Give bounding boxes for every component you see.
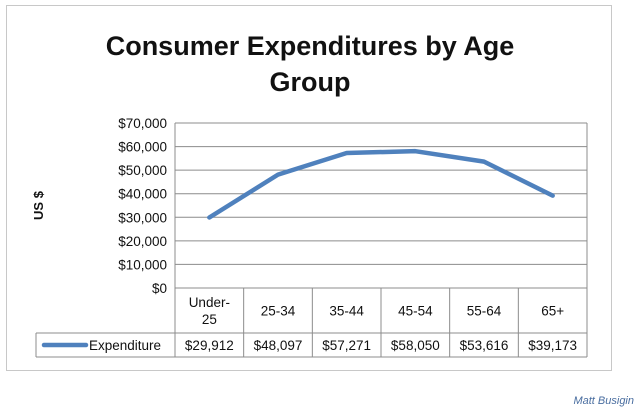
y-axis-label-group: US $ <box>31 190 46 220</box>
y-tick-label: $0 <box>152 281 167 296</box>
y-tick-label: $50,000 <box>118 163 167 178</box>
series-group: Expenditure $29,912 $48,097 $57,271 $58,050 $… <box>41 148 577 353</box>
line-chart: Consumer Expenditures by Age Group US $ $… <box>31 31 588 358</box>
y-tick-label: $40,000 <box>118 187 167 202</box>
chart-title: Consumer Expenditures by Age Group <box>106 31 515 97</box>
x-tick-label: Under- <box>189 295 230 310</box>
y-axis-ticks: $0 $10,000 $20,000 $30,000 $40,000 $50,000 $60… <box>118 116 167 296</box>
data-label: $57,271 <box>322 338 371 353</box>
chart-title-line: Consumer Expenditures by Age <box>106 31 515 61</box>
data-label: $39,173 <box>528 338 577 353</box>
data-table: Under- 25 25-34 35-44 45-54 55-64 65+ <box>35 287 588 358</box>
x-tick-label: 25 <box>202 312 217 327</box>
x-tick-label: 45-54 <box>398 304 433 319</box>
y-axis-label: US $ <box>31 190 46 220</box>
y-tick-label: $20,000 <box>118 234 167 249</box>
y-tick-label: $10,000 <box>118 257 167 272</box>
data-label: $58,050 <box>391 338 440 353</box>
data-label: $48,097 <box>254 338 303 353</box>
chart-frame: Consumer Expenditures by Age Group US $ $… <box>6 5 612 371</box>
data-label: $53,616 <box>460 338 509 353</box>
x-tick-label: 55-64 <box>467 304 502 319</box>
x-tick-label: 65+ <box>541 304 564 319</box>
gridlines <box>174 122 588 288</box>
x-tick-label: 35-44 <box>329 304 364 319</box>
y-tick-label: $30,000 <box>118 210 167 225</box>
y-tick-label: $60,000 <box>118 140 167 155</box>
legend-entry: Expenditure <box>89 338 161 353</box>
chart-title-line: Group <box>270 67 351 97</box>
series-line <box>207 148 555 220</box>
author-credit: Matt Busigin <box>573 395 634 407</box>
data-label: $29,912 <box>185 338 234 353</box>
x-tick-label: 25-34 <box>261 304 296 319</box>
y-tick-label: $70,000 <box>118 116 167 131</box>
